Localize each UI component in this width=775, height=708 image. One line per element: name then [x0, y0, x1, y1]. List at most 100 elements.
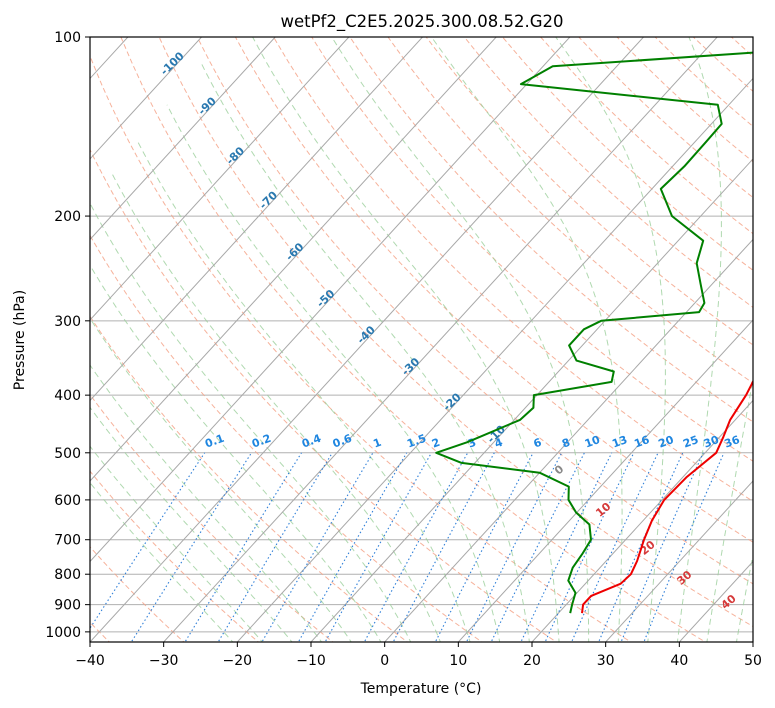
moist-adiabat [706, 376, 753, 642]
mixing-ratio-label: 10 [583, 433, 602, 451]
x-tick-label: 50 [744, 653, 762, 669]
isotherm [0, 24, 66, 645]
moist-adiabat [555, 37, 666, 642]
dry-adiabat [425, 37, 753, 346]
moist-adiabat-label: 40 [719, 592, 739, 612]
chart-title: wetPf2_C2E5.2025.300.08.52.G20 [280, 12, 563, 32]
moist-adiabat [111, 173, 441, 642]
mixing-ratio-label: 25 [681, 433, 700, 450]
isotherm [678, 560, 753, 642]
moist-adiabat [90, 482, 234, 642]
dry-adiabat [654, 37, 753, 128]
mixing-ratio-line [130, 452, 252, 642]
dry-adiabat [90, 54, 632, 642]
mixing-ratio-line [465, 452, 563, 642]
isotherm [383, 238, 753, 642]
dry-adiabat [196, 37, 753, 585]
y-axis-ticks: 100 200 300 400 500 600 700 800 900 1000 [45, 30, 90, 641]
moist-adiabat-label: 30 [674, 568, 694, 588]
x-tick-label: −40 [75, 653, 105, 669]
isotherm [90, 37, 424, 402]
moist-adiabat [735, 553, 753, 642]
moist-adiabat [90, 264, 382, 642]
mixing-ratio-line [598, 452, 684, 642]
mixing-ratio-line [363, 452, 469, 642]
mixing-ratio-line [643, 452, 725, 642]
isotherm-label: -30 [399, 355, 423, 378]
x-tick-label: −10 [296, 653, 326, 669]
y-tick-label: 800 [54, 567, 81, 583]
mixing-ratio-label: 1.5 [405, 432, 428, 451]
mixing-ratio-line [324, 452, 432, 642]
isotherm [90, 37, 571, 563]
mixing-ratio-label: 0.2 [250, 432, 273, 451]
moist-adiabat [200, 61, 530, 642]
mixing-ratio-label: 0.4 [300, 432, 323, 451]
isotherm [604, 480, 753, 642]
mixing-ratio-line [90, 452, 206, 630]
moist-adiabat [90, 406, 293, 642]
y-tick-label: 1000 [45, 625, 81, 641]
y-tick-label: 600 [54, 493, 81, 509]
dry-adiabat [311, 37, 753, 462]
mixing-ratio-line [217, 452, 333, 642]
line-labels: 0.1 0.2 0.4 0.6 1 1.5 2 3 4 6 8 10 13 16 20 25 30 36-100-… [158, 49, 742, 612]
dry-adiabat [90, 393, 334, 642]
mixing-ratio-label: 0.6 [331, 432, 354, 451]
mixing-ratio-label: 16 [632, 433, 651, 451]
mixing-ratio-label: 8 [560, 436, 572, 451]
mixing-ratio-line [490, 452, 585, 642]
moist-adiabat [331, 37, 590, 642]
temperature-line [581, 379, 753, 614]
isotherm [90, 37, 203, 160]
isotherm-label: -70 [257, 188, 281, 211]
dry-adiabat [540, 37, 753, 235]
dry-adiabat [90, 234, 483, 642]
moist-adiabat [90, 445, 264, 642]
isotherm [236, 77, 753, 642]
isotherm [531, 399, 753, 642]
x-axis-label: Temperature (°C) [360, 681, 482, 697]
mixing-ratio-label: 13 [610, 433, 629, 450]
moist-adiabat [137, 141, 471, 642]
isotherm [90, 37, 276, 241]
isotherm-label: -80 [224, 144, 248, 167]
moist-adiabat [90, 202, 412, 642]
isotherm [310, 158, 753, 642]
y-tick-label: 200 [54, 209, 81, 225]
y-tick-label: 500 [54, 446, 81, 462]
mixing-ratio-label: 4 [493, 436, 505, 451]
isotherm [457, 319, 753, 642]
mixing-ratio-label: 1 [372, 436, 384, 451]
mixing-ratio-line [392, 452, 495, 642]
moist-adiabat-label: 0 [552, 462, 566, 477]
sounding-traces [435, 51, 753, 614]
isotherm-label: -100 [158, 49, 187, 78]
mixing-ratio-label: 0.1 [203, 432, 226, 451]
x-tick-label: 0 [380, 653, 389, 669]
mixing-ratio-label: 6 [532, 436, 544, 451]
dry-adiabat [158, 37, 753, 628]
isotherm [90, 37, 350, 321]
dry-adiabat [90, 148, 558, 642]
isotherm [90, 37, 645, 642]
plot-frame [89, 36, 754, 643]
isotherm [752, 641, 753, 642]
mixing-ratio-label: 36 [723, 433, 742, 451]
x-tick-label: 20 [523, 653, 541, 669]
moist-adiabat [166, 104, 501, 642]
y-tick-label: 900 [54, 598, 81, 614]
mixing-ratio-label: 3 [466, 436, 478, 451]
mixing-ratio-label: 20 [657, 433, 676, 451]
x-axis-ticks: −40 −30 −20 −10 0 10 20 30 40 50 [75, 642, 762, 669]
mixing-ratio-line [184, 452, 302, 642]
y-axis-label: Pressure (hPa) [12, 290, 28, 390]
isotherm-label: -40 [355, 323, 379, 346]
isotherm-label: -90 [196, 94, 220, 117]
y-tick-label: 100 [54, 30, 81, 46]
isotherm [162, 37, 718, 642]
x-tick-label: −20 [223, 653, 253, 669]
x-tick-label: 30 [597, 653, 615, 669]
dewpoint-line [435, 51, 753, 614]
moist-adiabat [676, 37, 722, 642]
